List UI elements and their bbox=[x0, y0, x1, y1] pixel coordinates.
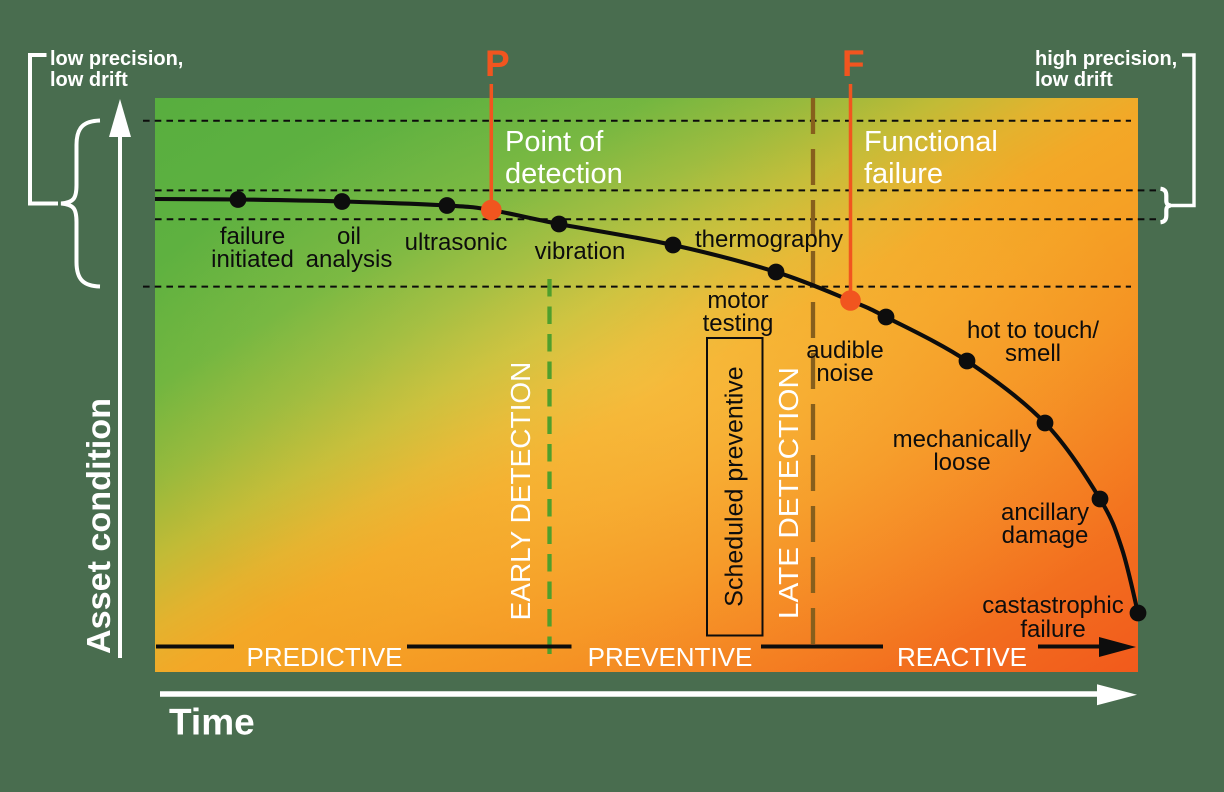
svg-text:mechanically: mechanically bbox=[893, 426, 1032, 453]
svg-text:Functional: Functional bbox=[864, 126, 998, 158]
svg-text:low drift: low drift bbox=[1035, 69, 1113, 91]
svg-text:smell: smell bbox=[1005, 340, 1061, 367]
svg-text:loose: loose bbox=[933, 449, 990, 476]
svg-text:high precision,: high precision, bbox=[1035, 48, 1177, 70]
svg-text:oil: oil bbox=[337, 223, 361, 250]
svg-text:EARLY DETECTION: EARLY DETECTION bbox=[505, 362, 536, 621]
svg-text:F: F bbox=[842, 43, 865, 84]
svg-text:PREVENTIVE: PREVENTIVE bbox=[588, 642, 753, 672]
svg-text:castastrophic: castastrophic bbox=[982, 592, 1123, 619]
svg-text:audible: audible bbox=[806, 337, 883, 364]
svg-text:PREDICTIVE: PREDICTIVE bbox=[246, 642, 402, 672]
svg-text:failure: failure bbox=[864, 158, 943, 190]
svg-text:hot to touch/: hot to touch/ bbox=[967, 317, 1099, 344]
svg-text:vibration: vibration bbox=[535, 238, 626, 265]
svg-text:detection: detection bbox=[505, 158, 623, 190]
svg-text:analysis: analysis bbox=[306, 246, 393, 273]
svg-text:low drift: low drift bbox=[50, 69, 128, 91]
svg-text:P: P bbox=[485, 43, 510, 84]
svg-text:Point of: Point of bbox=[505, 126, 604, 158]
svg-text:Asset condition: Asset condition bbox=[80, 398, 117, 654]
svg-text:damage: damage bbox=[1002, 522, 1089, 549]
svg-text:failure: failure bbox=[1020, 616, 1085, 643]
svg-text:thermography: thermography bbox=[695, 226, 843, 253]
svg-text:Time: Time bbox=[169, 702, 255, 743]
svg-text:ultrasonic: ultrasonic bbox=[405, 229, 508, 256]
svg-text:ancillary: ancillary bbox=[1001, 499, 1089, 526]
svg-text:testing: testing bbox=[703, 310, 774, 337]
svg-text:Scheduled preventive: Scheduled preventive bbox=[721, 366, 749, 606]
svg-text:noise: noise bbox=[816, 360, 873, 387]
svg-text:LATE DETECTION: LATE DETECTION bbox=[773, 367, 804, 619]
svg-text:low precision,: low precision, bbox=[50, 48, 183, 70]
svg-text:REACTIVE: REACTIVE bbox=[897, 642, 1027, 672]
svg-text:failure: failure bbox=[220, 223, 285, 250]
svg-text:initiated: initiated bbox=[211, 246, 294, 273]
svg-text:motor: motor bbox=[707, 287, 768, 314]
